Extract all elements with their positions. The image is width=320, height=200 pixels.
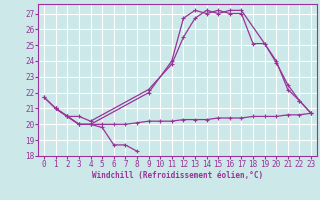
X-axis label: Windchill (Refroidissement éolien,°C): Windchill (Refroidissement éolien,°C)	[92, 171, 263, 180]
